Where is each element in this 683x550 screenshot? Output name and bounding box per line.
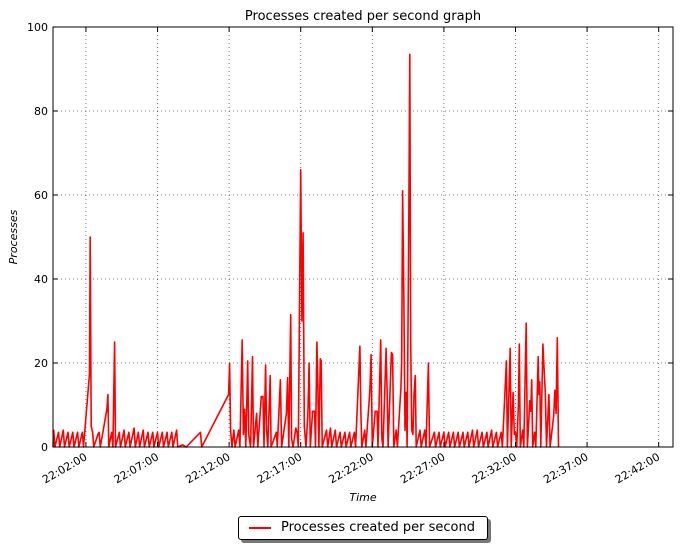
x-tick-label: 22:02:00 (40, 450, 89, 486)
grid (53, 26, 673, 448)
y-tick-label: 80 (34, 105, 48, 118)
x-tick-label: 22:17:00 (255, 450, 304, 486)
y-tick-label: 100 (27, 21, 48, 34)
x-tick-label: 22:42:00 (613, 450, 662, 486)
legend: Processes created per second (238, 516, 488, 540)
y-tick-label: 40 (34, 273, 48, 286)
series-line-0 (52, 53, 560, 448)
x-tick-label: 22:12:00 (183, 450, 232, 486)
legend-label: Processes created per second (281, 520, 475, 535)
x-tick-label: 22:27:00 (398, 450, 447, 486)
x-axis-label: Time (349, 491, 376, 504)
x-tick-label: 22:22:00 (327, 450, 376, 486)
y-tick-label: 60 (34, 189, 48, 202)
plot-frame (52, 26, 674, 448)
y-tick-label: 20 (34, 357, 48, 370)
y-tick-label: 0 (41, 441, 48, 454)
x-tick-label: 22:37:00 (541, 450, 590, 486)
y-axis: 0 20 40 60 80 100 (27, 21, 673, 454)
x-axis: 22:02:00 22:07:00 22:12:00 22:17:00 22:22:00… (40, 27, 662, 486)
series-layer (52, 53, 560, 448)
x-tick-label: 22:32:00 (470, 450, 519, 486)
chart-title: Processes created per second graph (245, 9, 481, 24)
x-tick-label: 22:07:00 (112, 450, 161, 486)
legend-swatch (249, 527, 271, 529)
y-axis-label: Processes (7, 209, 20, 264)
